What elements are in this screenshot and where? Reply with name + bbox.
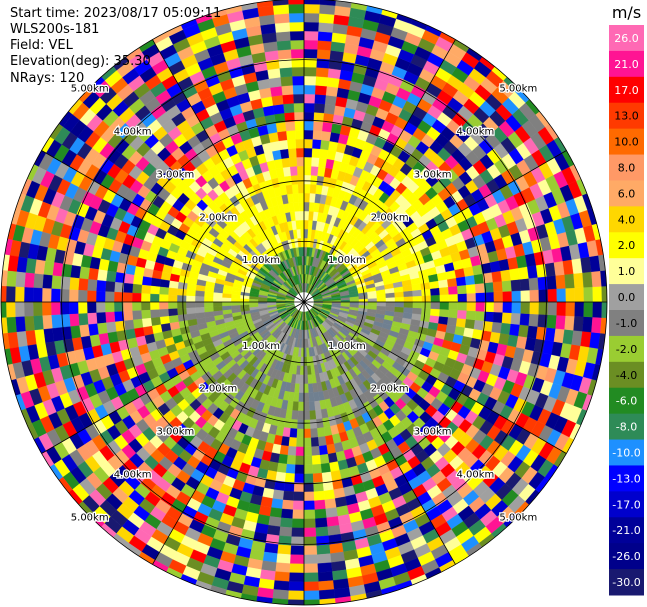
range-ring-label: 4.00km bbox=[114, 127, 152, 138]
range-ring-label: 1.00km bbox=[328, 341, 366, 352]
range-ring-label: 5.00km bbox=[71, 84, 109, 95]
range-ring-label: 1.00km bbox=[242, 255, 280, 266]
range-ring-label: 4.00km bbox=[114, 469, 152, 480]
azimuth-spoke bbox=[41, 150, 305, 303]
elevation-text: Elevation(deg): 35.30 bbox=[10, 54, 151, 69]
range-ring-label: 4.00km bbox=[456, 127, 494, 138]
azimuth-spoke bbox=[152, 39, 305, 303]
range-ring-label: 2.00km bbox=[199, 384, 237, 395]
azimuth-spoke bbox=[303, 301, 567, 454]
start-time-text: Start time: 2023/08/17 05:09:11 bbox=[10, 6, 222, 21]
range-ring-label: 2.00km bbox=[199, 212, 237, 223]
range-ring-label: 3.00km bbox=[414, 169, 452, 180]
range-ring-label: 2.00km bbox=[371, 212, 409, 223]
range-ring-label: 1.00km bbox=[328, 255, 366, 266]
range-ring-label: 1.00km bbox=[242, 341, 280, 352]
range-ring-label: 3.00km bbox=[156, 169, 194, 180]
range-ring-label: 2.00km bbox=[371, 384, 409, 395]
range-ring-label: 5.00km bbox=[499, 512, 537, 523]
range-ring-labels: 1.00km 1.00km 1.00km 1.00km 2.00km 2.00km 2.00… bbox=[70, 82, 539, 524]
azimuth-spoke bbox=[303, 39, 456, 303]
velocity-field bbox=[0, 0, 608, 606]
range-ring-label: 5.00km bbox=[499, 84, 537, 95]
azimuth-spoke bbox=[303, 301, 456, 565]
field-text: Field: VEL bbox=[10, 38, 73, 53]
nrays-text: NRays: 120 bbox=[10, 71, 85, 86]
azimuth-spoke bbox=[41, 301, 305, 454]
range-rings bbox=[0, 0, 608, 606]
range-ring-label: 5.00km bbox=[71, 512, 109, 523]
range-ring-label: 3.00km bbox=[414, 427, 452, 438]
instrument-text: WLS200s-181 bbox=[10, 22, 100, 37]
azimuth-spoke bbox=[303, 150, 567, 303]
range-ring-label: 3.00km bbox=[156, 427, 194, 438]
azimuth-spoke bbox=[152, 301, 305, 565]
range-ring-label: 4.00km bbox=[456, 469, 494, 480]
